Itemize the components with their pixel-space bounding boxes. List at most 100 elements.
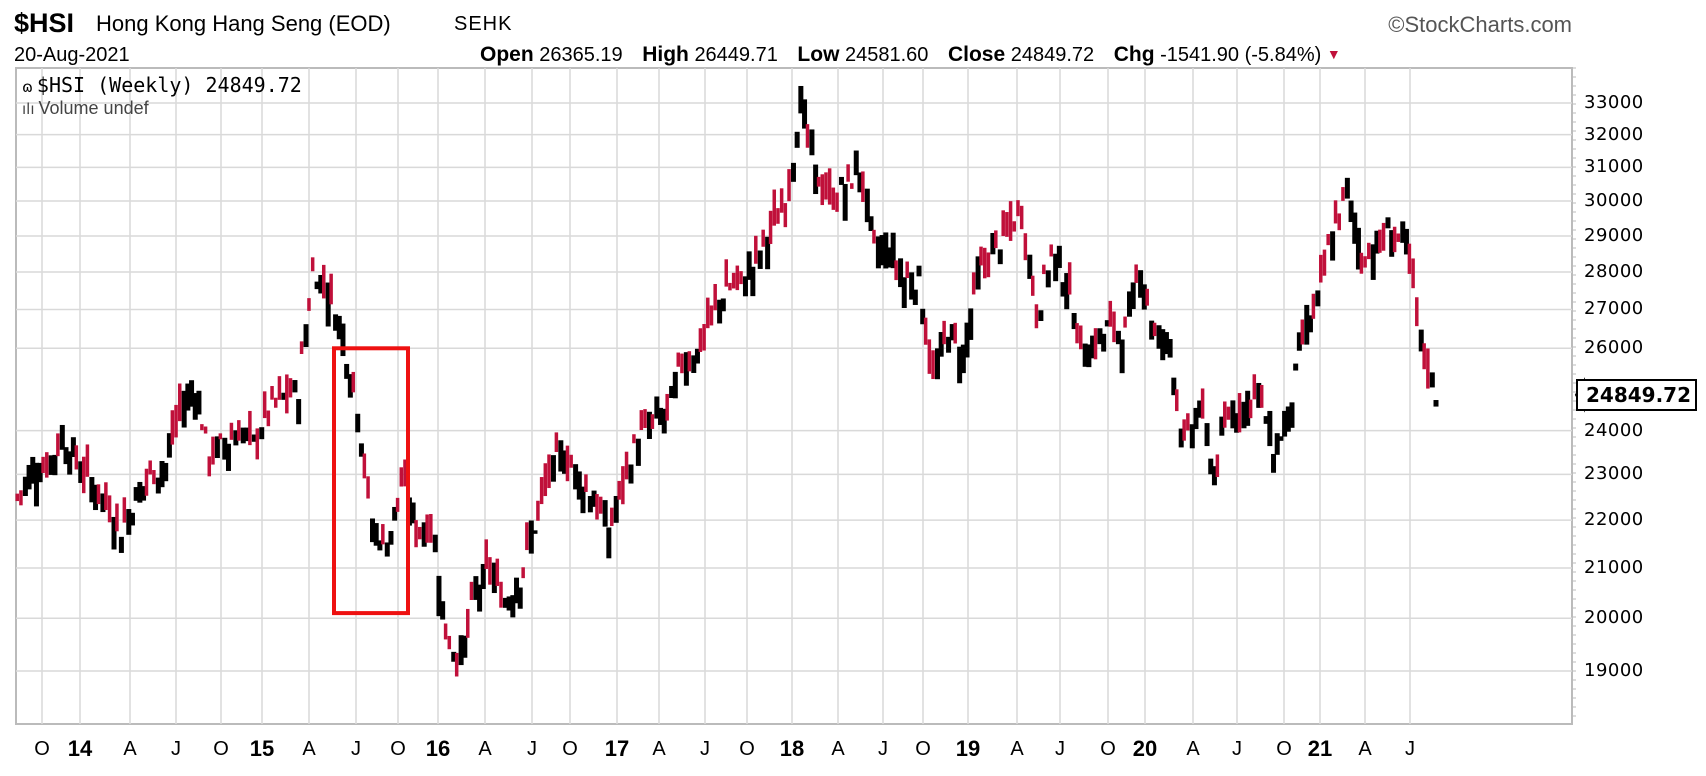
volume-legend-text: Volume undef [38, 98, 149, 118]
price-bar [1429, 372, 1435, 388]
price-bar [89, 477, 95, 503]
price-bar [1319, 254, 1323, 283]
copyright[interactable]: ©StockCharts.com [1388, 12, 1572, 37]
price-bar [1330, 231, 1336, 261]
price-bar [1112, 311, 1116, 343]
price-bar [761, 229, 765, 247]
price-bar [163, 462, 169, 482]
price-bar [1038, 310, 1044, 322]
x-tick-label: J [1232, 738, 1242, 760]
x-tick-label: J [700, 738, 710, 760]
price-bar [1422, 343, 1426, 370]
price-bar [410, 502, 416, 524]
price-bar [299, 341, 304, 354]
price-bar [853, 150, 859, 176]
y-tick-label: 30000 [1584, 190, 1644, 212]
price-bar [310, 257, 315, 272]
price-bar [975, 256, 981, 290]
price-bar [1178, 428, 1184, 448]
close-value: 24849.72 [1010, 44, 1095, 66]
price-bar [203, 426, 208, 434]
price-bar [687, 351, 692, 372]
price-bar [126, 509, 132, 535]
price-bar [37, 462, 43, 483]
price-bar [1252, 374, 1257, 400]
x-tick-label: A [652, 738, 666, 760]
price-bar [19, 490, 23, 506]
price-bar [1130, 282, 1136, 309]
x-tick-label: 14 [67, 736, 93, 761]
price-bar [1182, 419, 1186, 441]
price-bar [273, 397, 278, 408]
price-bar [997, 249, 1003, 265]
price-bar [694, 348, 700, 364]
price-bar [562, 450, 568, 474]
price-bar [81, 456, 86, 494]
price-bar [1219, 416, 1225, 436]
price-bar [606, 527, 612, 559]
price-bar [281, 392, 287, 400]
price-bar [1149, 320, 1155, 340]
price-bar [576, 471, 582, 500]
price-bar [22, 476, 28, 496]
price-bar [525, 522, 529, 551]
instrument-name: Hong Kong Hang Seng (EOD) [96, 11, 391, 36]
price-bar [499, 581, 503, 608]
price-bar [170, 410, 175, 445]
price-bar [805, 124, 810, 148]
price-bar [26, 464, 32, 490]
price-bar [587, 496, 593, 513]
price-bar [48, 455, 54, 475]
price-bar [602, 500, 608, 527]
price-bar [934, 348, 940, 380]
price-bar [225, 443, 231, 471]
price-bar [502, 597, 508, 608]
price-bar [971, 272, 976, 295]
price-bar [155, 477, 161, 494]
price-bar [436, 575, 442, 617]
low-value: 24581.60 [844, 44, 929, 66]
price-bar [1285, 406, 1291, 432]
price-legend: ɷ $HSI (Weekly) 24849.72 [22, 73, 302, 97]
price-bar [1079, 325, 1083, 350]
price-bar [251, 434, 257, 442]
price-bar [1307, 315, 1313, 333]
price-bar [366, 476, 370, 499]
price-bar [384, 542, 390, 557]
price-bar [1093, 328, 1098, 360]
price-bar [923, 317, 928, 345]
price-bar [292, 380, 298, 393]
price-bar [569, 454, 573, 468]
price-bar [1374, 230, 1380, 254]
x-tick-label: O [213, 738, 229, 760]
price-bar [447, 635, 452, 650]
price-bar [624, 451, 629, 480]
x-tick-label: O [1276, 738, 1292, 760]
price-bar [746, 251, 752, 280]
price-bar [111, 516, 117, 550]
price-bar [506, 596, 512, 611]
price-bar [827, 168, 832, 205]
price-bar [1193, 407, 1199, 430]
price-bar [1381, 222, 1386, 251]
price-bar [1075, 323, 1079, 344]
price-bar [141, 486, 147, 501]
price-bar [1071, 312, 1077, 330]
price-bar [1097, 328, 1103, 345]
down-arrow-icon: ▼ [1326, 46, 1341, 62]
price-bar [957, 346, 963, 384]
price-bar [831, 187, 836, 210]
price-bar [473, 576, 479, 600]
price-bar [953, 322, 957, 344]
price-bar [237, 420, 241, 441]
price-bar [787, 169, 791, 202]
price-bar [1367, 242, 1371, 260]
price-bar [303, 324, 309, 348]
price-bar [1175, 389, 1179, 412]
price-bar [683, 352, 689, 386]
price-bar [1245, 390, 1251, 426]
price-bar [214, 436, 220, 459]
price-bar [909, 272, 915, 300]
price-bar [1296, 332, 1302, 351]
